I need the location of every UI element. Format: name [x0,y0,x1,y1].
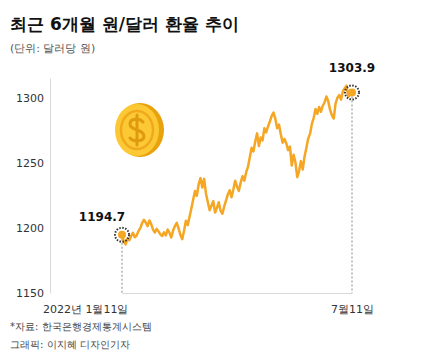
title: 최근 6개월 원/달러 환율 추이 [10,14,239,34]
annotation: 1303.9 [329,61,375,75]
marker [118,231,126,239]
y-axis-line [50,79,51,294]
x-tick-label: 2022년 1월11일 [43,303,129,316]
marker [348,88,356,96]
y-tick-label: 1300 [16,92,44,105]
y-tick: 1300 [16,92,50,105]
y-tick: 1250 [16,157,50,170]
subtitle: (단위: 달러당 원) [10,42,95,55]
coin-face [115,104,159,156]
x-tick-label: 7월11일 [331,303,374,316]
coin-symbol [130,115,144,145]
coin-ring [121,111,153,149]
y-tick: 1200 [16,222,50,235]
x-axis: 2022년 1월11일 7월11일 [43,293,374,316]
y-tick-label: 1200 [16,222,44,235]
note: 그래픽: 이지혜 디자인기자 [10,339,130,350]
x-axis-line [123,293,353,294]
y-tick-label: 1150 [16,287,44,300]
y-tick: 1150 [16,287,50,300]
plot-area [115,85,359,293]
annotation: 1194.7 [79,210,125,224]
marker-ring [115,228,129,242]
coin-edge [116,103,164,157]
chart: 최근 6개월 원/달러 환율 추이 (단위: 달러당 원) 1150 1200 1250… [0,0,421,361]
marker-ring [345,85,359,99]
guide-line [122,235,123,293]
coin-icon [115,103,164,157]
y-axis: 1150 1200 1250 1300 [16,79,51,301]
price-line [122,86,352,245]
x-tick: 7월11일 [331,293,374,316]
x-tick: 2022년 1월11일 [43,293,129,316]
guide-line [352,92,353,293]
y-tick-label: 1250 [16,157,44,170]
note: *자료: 한국은행경제통계시스템 [10,321,152,332]
